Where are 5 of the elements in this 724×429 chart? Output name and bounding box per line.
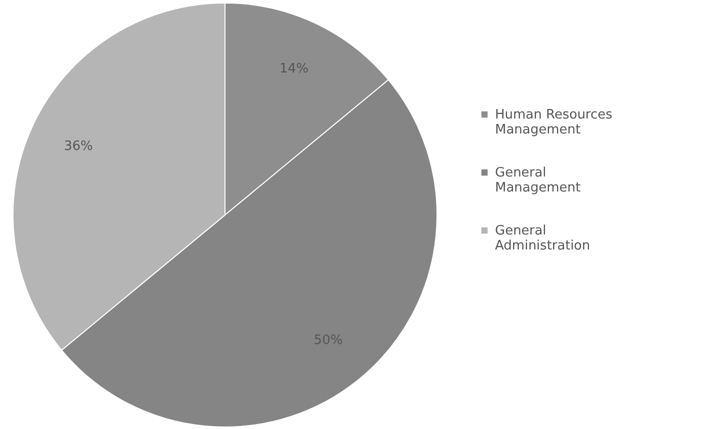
legend-label: General Management: [495, 166, 581, 196]
legend-label: Human Resources Management: [495, 108, 613, 138]
legend-label: General Administration: [495, 224, 590, 254]
data-label: 36%: [64, 139, 93, 154]
data-label: 14%: [280, 61, 308, 76]
